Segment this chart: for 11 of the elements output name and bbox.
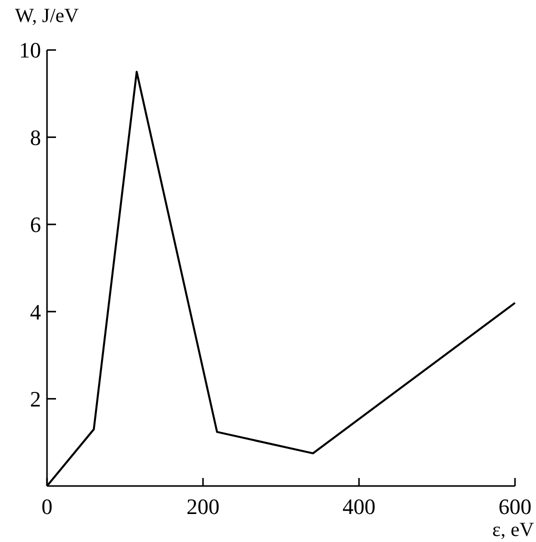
x-tick-label: 200 bbox=[186, 494, 220, 519]
y-tick-label: 10 bbox=[19, 38, 41, 63]
x-tick-label: 400 bbox=[342, 494, 376, 519]
y-tick-label: 6 bbox=[30, 212, 41, 238]
x-tick-label: 600 bbox=[498, 494, 532, 519]
y-tick-label: 8 bbox=[30, 124, 41, 150]
x-axis-title: ε, eV bbox=[492, 519, 535, 541]
y-axis-title: W, J/eV bbox=[15, 5, 80, 27]
y-tick-label: 2 bbox=[30, 386, 41, 412]
x-tick-label: 0 bbox=[42, 494, 52, 519]
y-tick-label: 4 bbox=[30, 299, 41, 324]
